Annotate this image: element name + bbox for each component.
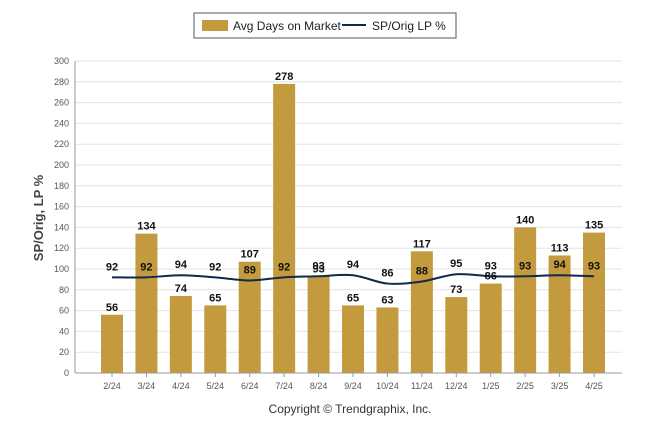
bar-value-label: 73: [450, 284, 462, 296]
y-tick-label: 300: [54, 56, 69, 66]
x-tick-label: 1/25: [482, 381, 500, 391]
y-tick-label: 260: [54, 98, 69, 108]
line-value-label: 94: [175, 259, 188, 271]
y-tick-label: 240: [54, 118, 69, 128]
axes: 0 20 40 60 80 100 120 140 160 180 200 220 240 260 280 3…: [54, 56, 622, 391]
x-tick-label: 5/24: [207, 381, 225, 391]
bar: [204, 305, 227, 373]
line-value-label: 86: [381, 268, 393, 280]
data-labels: 56 134 74 65 107 278 93 65 63 117 73 86 140 113 135 92 9…: [106, 71, 603, 314]
x-tick-label: 2/25: [516, 381, 534, 391]
line-path: [111, 273, 595, 285]
bar: [445, 297, 468, 373]
bar: [548, 255, 571, 373]
x-tick-label: 4/25: [585, 381, 603, 391]
copyright-text: Copyright © Trendgraphix, Inc.: [269, 402, 432, 416]
bar: [273, 83, 296, 373]
x-tick-label: 9/24: [344, 381, 362, 391]
bar: [238, 261, 261, 373]
bar: [169, 296, 192, 373]
bar: [135, 233, 158, 373]
legend-bar-label: Avg Days on Market: [233, 19, 341, 33]
bar-value-label: 278: [275, 71, 293, 83]
line-value-label: 95: [450, 258, 462, 270]
bar-value-label: 140: [516, 214, 534, 226]
x-tick-label: 6/24: [241, 381, 259, 391]
legend-box: [193, 12, 457, 39]
y-tick-label: 0: [64, 368, 69, 378]
bar-value-label: 134: [137, 221, 156, 233]
bar: [479, 283, 502, 373]
bar-value-label: 63: [381, 294, 393, 306]
line-value-label: 92: [140, 261, 152, 273]
line-value-label: 93: [588, 260, 600, 272]
bar-value-label: 117: [413, 238, 431, 250]
x-tick-label: 4/24: [172, 381, 190, 391]
bar-value-label: 107: [241, 249, 259, 261]
x-tick-label: 2/24: [103, 381, 121, 391]
bar: [376, 307, 399, 373]
line-value-label: 94: [347, 259, 360, 271]
bar-value-label: 65: [347, 292, 359, 304]
line-value-label: 88: [416, 265, 428, 277]
bars: [101, 83, 606, 373]
bar: [307, 276, 330, 373]
y-tick-label: 280: [54, 77, 69, 87]
line-series: [111, 273, 595, 285]
x-tick-label: 8/24: [310, 381, 328, 391]
bar: [514, 227, 537, 373]
y-tick-label: 200: [54, 160, 69, 170]
bar-value-label: 93: [312, 263, 324, 275]
line-value-label: 93: [519, 260, 531, 272]
y-tick-label: 20: [59, 347, 69, 357]
line-value-label: 93: [485, 260, 497, 272]
x-tick-label: 7/24: [275, 381, 293, 391]
y-axis-title: SP/Orig, LP %: [31, 174, 46, 261]
legend-bar-swatch: [202, 20, 228, 31]
y-tick-label: 140: [54, 222, 69, 232]
bar-value-label: 56: [106, 302, 118, 314]
legend: Avg Days on Market SP/Orig LP %: [193, 12, 457, 39]
legend-line-label: SP/Orig LP %: [372, 19, 446, 33]
line-value-label: 92: [106, 261, 118, 273]
bar-value-label: 74: [175, 283, 188, 295]
y-tick-label: 120: [54, 243, 69, 253]
line-value-label: 92: [278, 261, 290, 273]
y-tick-label: 220: [54, 139, 69, 149]
bar-value-label: 113: [551, 242, 569, 254]
y-tick-label: 160: [54, 202, 69, 212]
y-tick-label: 40: [59, 326, 69, 336]
x-tick-label: 3/24: [138, 381, 156, 391]
line-value-label: 94: [553, 259, 566, 271]
line-value-label: 89: [244, 264, 256, 276]
line-value-label: 93: [312, 260, 324, 272]
x-tick-label: 10/24: [376, 381, 399, 391]
bar-value-label: 135: [585, 220, 603, 232]
bar: [342, 305, 365, 373]
bar-value-label: 65: [209, 292, 221, 304]
x-tick-label: 11/24: [411, 381, 433, 391]
x-tick-label: 3/25: [551, 381, 569, 391]
y-tick-label: 100: [54, 264, 69, 274]
line-value-label: 92: [209, 261, 221, 273]
bar: [583, 232, 606, 373]
x-tick-label: 12/24: [445, 381, 468, 391]
y-tick-label: 60: [59, 306, 69, 316]
bar: [101, 314, 123, 373]
y-tick-label: 180: [54, 181, 69, 191]
y-tick-label: 80: [59, 285, 69, 295]
bar-value-label: 86: [485, 271, 497, 283]
